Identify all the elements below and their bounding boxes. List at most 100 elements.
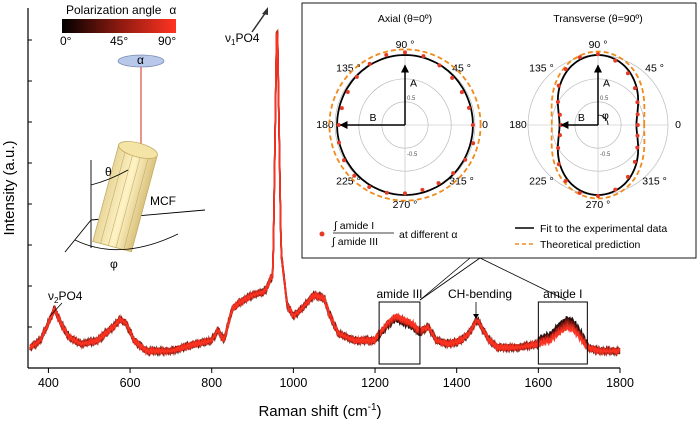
connector-mid xyxy=(419,257,471,301)
data-point xyxy=(463,157,468,162)
angle-label: 180 xyxy=(509,119,527,131)
data-point xyxy=(596,52,600,57)
label-a: A xyxy=(410,78,417,90)
ch-bending-label: CH-bending xyxy=(448,287,512,301)
x-tick-label: 1800 xyxy=(606,376,634,390)
label-phi: φ xyxy=(602,110,609,122)
angle-label: 270 ° xyxy=(393,199,418,211)
data-point xyxy=(336,140,341,145)
legend-fit-text: Fit to the experimental data xyxy=(540,223,667,235)
data-point xyxy=(451,171,456,176)
angle-label: 0 xyxy=(675,119,681,131)
data-point xyxy=(577,55,582,60)
data-point xyxy=(557,112,562,117)
ch-bending-arrowhead xyxy=(473,314,479,319)
arrowhead-b xyxy=(339,121,348,129)
colorbar-tick-45: 45° xyxy=(110,34,128,48)
legend-marker-denominator: ∫ amide III xyxy=(331,236,378,248)
fiber-top xyxy=(118,141,158,159)
legend-marker-numerator: ∫ amide I xyxy=(333,220,374,232)
data-point xyxy=(557,133,562,138)
data-point xyxy=(450,75,455,80)
data-point xyxy=(596,194,600,199)
colorbar-title-text: Polarization angle xyxy=(66,3,162,17)
angle-label: 225 ° xyxy=(336,176,361,188)
v2po4-pointer xyxy=(49,302,63,317)
inset-title: Transverse (θ=90º) xyxy=(553,13,643,25)
v1po4-arrow xyxy=(251,11,267,33)
data-point xyxy=(403,191,407,196)
phi-arc-inset xyxy=(597,114,609,126)
data-point xyxy=(625,174,630,179)
polar-inset: Axial (θ=0º) 0.5 -0.5 90 ° 45 ° 0 315 ° 270 ° 22… xyxy=(301,2,697,259)
angle-label: 135 ° xyxy=(529,62,554,74)
arrowhead-a xyxy=(594,64,602,73)
angle-label: 0 xyxy=(482,119,488,131)
x-axis-title: Raman shift (cm-1) xyxy=(258,402,381,420)
angle-label: 90 ° xyxy=(589,39,608,51)
region-box xyxy=(378,301,421,365)
region-label: amide I xyxy=(543,287,582,301)
angle-label: 180 xyxy=(316,119,334,131)
x-axis-title-sup: -1 xyxy=(368,402,377,413)
inset-legend: ∫ amide I ∫ amide III at different α Fit… xyxy=(319,220,667,251)
x-axis-ticks: 400 600 800 1000 1200 1400 1600 1800 xyxy=(38,368,634,390)
angle-label: 90 ° xyxy=(396,39,415,51)
data-point xyxy=(421,54,426,59)
angle-label: 45 ° xyxy=(452,62,471,74)
data-point xyxy=(339,106,344,111)
y-axis-title: Intensity (a.u.) xyxy=(1,140,18,235)
polar-plot-transverse: Transverse (θ=90º) 0.5 -0.5 90 ° 45 ° 0 315 ° 2… xyxy=(509,13,681,211)
data-point xyxy=(437,63,442,68)
data-point xyxy=(420,187,425,192)
x-tick-label: 1000 xyxy=(279,376,307,390)
data-point xyxy=(384,190,389,195)
angle-label: 45 ° xyxy=(645,62,664,74)
legend-theory-text: Theoretical prediction xyxy=(540,239,641,251)
fiber-strand xyxy=(107,148,135,246)
data-point xyxy=(345,89,350,94)
x-tick-label: 600 xyxy=(120,376,141,390)
data-point xyxy=(555,99,560,104)
angle-label: 270 ° xyxy=(586,199,611,211)
data-point xyxy=(367,184,372,189)
data-point xyxy=(635,123,640,127)
colorbar-gradient xyxy=(62,19,176,33)
ring-label: -0.5 xyxy=(600,152,611,158)
data-point xyxy=(336,123,341,127)
data-point xyxy=(563,67,568,72)
data-point xyxy=(470,123,475,127)
x-tick-label: 1400 xyxy=(443,376,471,390)
fiber-bundle xyxy=(92,141,158,253)
x-tick-label: 1200 xyxy=(361,376,389,390)
ring-label: 0.5 xyxy=(407,96,416,102)
x-tick-label: 800 xyxy=(201,376,222,390)
data-point xyxy=(613,58,618,63)
polar-plot-axial: Axial (θ=0º) 0.5 -0.5 90 ° 45 ° 0 315 ° 270 ° 22… xyxy=(316,13,488,211)
legend-marker xyxy=(319,231,325,237)
ring-label: 0.5 xyxy=(600,96,609,102)
x-axis-title-main: Raman shift (cm xyxy=(258,403,367,420)
theta-label: θ xyxy=(105,165,112,179)
fiber-strand xyxy=(123,153,150,250)
label-b: B xyxy=(370,112,377,124)
angle-label: 315 ° xyxy=(449,176,474,188)
data-point xyxy=(459,90,464,95)
region-boxes: amide III amide I xyxy=(377,287,588,365)
data-point xyxy=(354,74,359,79)
schematic-y-axis xyxy=(64,219,92,253)
theta-arc xyxy=(90,169,129,186)
angle-label: 135 ° xyxy=(336,62,361,74)
data-point xyxy=(367,61,372,66)
x-tick-label: 1600 xyxy=(524,376,552,390)
arrowhead-a xyxy=(401,64,409,73)
data-point xyxy=(352,173,357,178)
region-label: amide III xyxy=(377,287,423,301)
v1po4-arrowhead xyxy=(262,7,268,15)
main-axes: 400 600 800 1000 1200 1400 1600 1800 xyxy=(27,8,634,390)
peak-annotations: ν2PO4 ν1PO4 CH-bending xyxy=(48,7,512,319)
fiber-strand xyxy=(115,150,143,248)
phi-label: φ xyxy=(110,257,118,271)
data-point xyxy=(563,178,568,183)
label-a: A xyxy=(603,78,610,90)
